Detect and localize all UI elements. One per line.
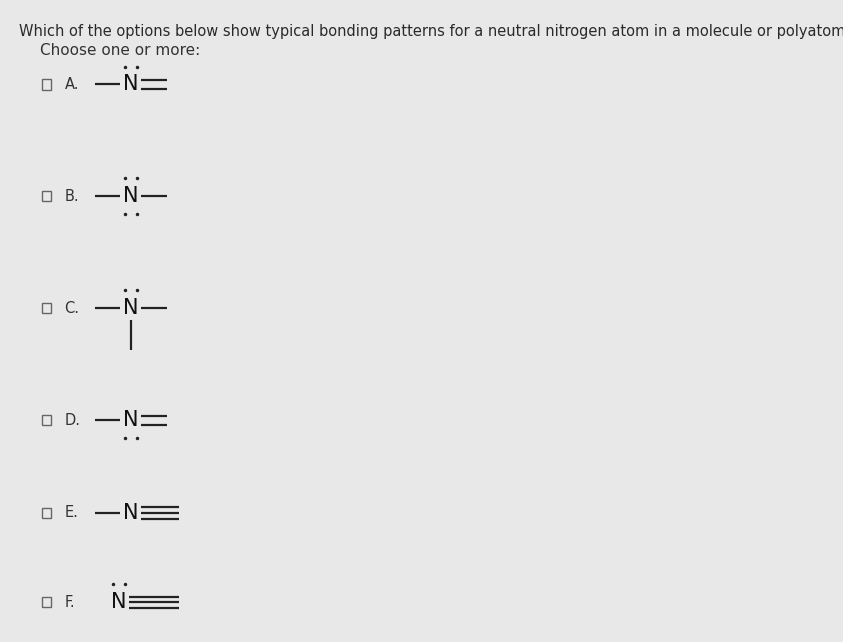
Text: Choose one or more:: Choose one or more: (40, 43, 201, 58)
Text: N: N (123, 503, 138, 523)
Text: F.: F. (64, 594, 75, 610)
Text: N: N (110, 593, 126, 612)
Text: N: N (123, 74, 138, 94)
Text: N: N (123, 410, 138, 430)
Text: N: N (123, 186, 138, 206)
Text: C.: C. (64, 300, 79, 316)
Text: N: N (123, 299, 138, 318)
Text: Which of the options below show typical bonding patterns for a neutral nitrogen : Which of the options below show typical … (19, 24, 843, 39)
Text: D.: D. (64, 413, 80, 428)
Text: E.: E. (64, 505, 78, 520)
Text: B.: B. (64, 189, 79, 204)
Text: A.: A. (64, 77, 79, 92)
